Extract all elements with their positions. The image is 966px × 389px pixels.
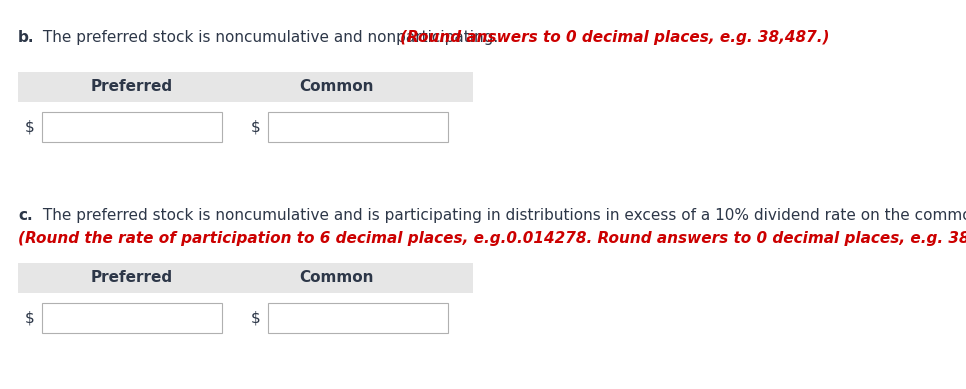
Bar <box>268 112 448 142</box>
Text: $: $ <box>25 310 35 326</box>
Text: Preferred: Preferred <box>91 270 173 286</box>
Text: The preferred stock is noncumulative and nonparticipating.: The preferred stock is noncumulative and… <box>38 30 503 45</box>
Text: b.: b. <box>18 30 35 45</box>
Text: (Round the rate of participation to 6 decimal places, e.g.0.014278. Round answer: (Round the rate of participation to 6 de… <box>18 231 966 245</box>
Text: c.: c. <box>18 208 33 223</box>
Text: $: $ <box>251 310 261 326</box>
Text: Common: Common <box>299 270 374 286</box>
Text: Preferred: Preferred <box>91 79 173 95</box>
Text: Common: Common <box>299 79 374 95</box>
Bar <box>18 263 473 293</box>
Bar <box>42 112 222 142</box>
Text: The preferred stock is noncumulative and is participating in distributions in ex: The preferred stock is noncumulative and… <box>38 208 966 223</box>
Text: $: $ <box>251 119 261 135</box>
Text: (Round answers to 0 decimal places, e.g. 38,487.): (Round answers to 0 decimal places, e.g.… <box>400 30 830 45</box>
Bar <box>42 303 222 333</box>
Bar <box>18 72 473 102</box>
Text: $: $ <box>25 119 35 135</box>
Bar <box>268 303 448 333</box>
